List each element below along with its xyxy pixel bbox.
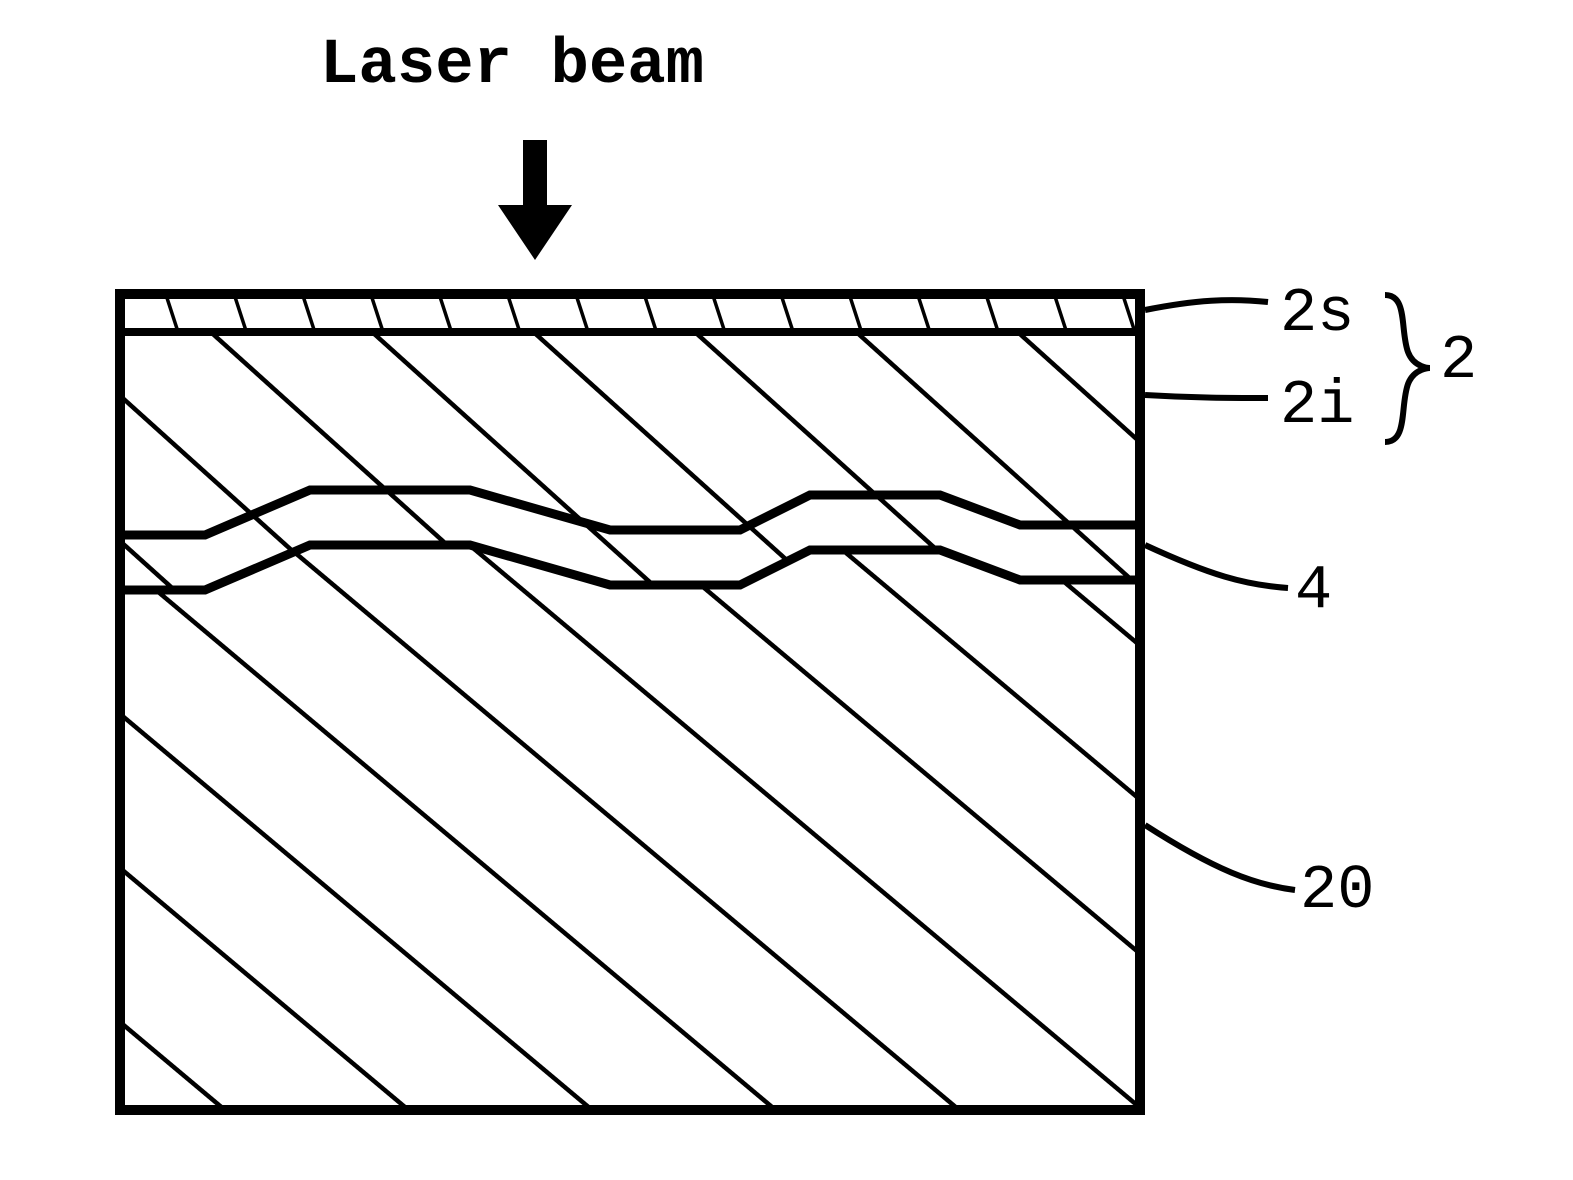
leader-lines: [1145, 300, 1295, 890]
layer-2s: [120, 294, 1140, 332]
diagram-canvas: Laser beam 2s 2i 2 4 20: [0, 0, 1573, 1180]
cross-section-svg: [0, 0, 1573, 1180]
laser-arrow-icon: [498, 140, 572, 260]
layer-20: [120, 545, 1140, 1110]
brace-icon: [1385, 295, 1430, 442]
